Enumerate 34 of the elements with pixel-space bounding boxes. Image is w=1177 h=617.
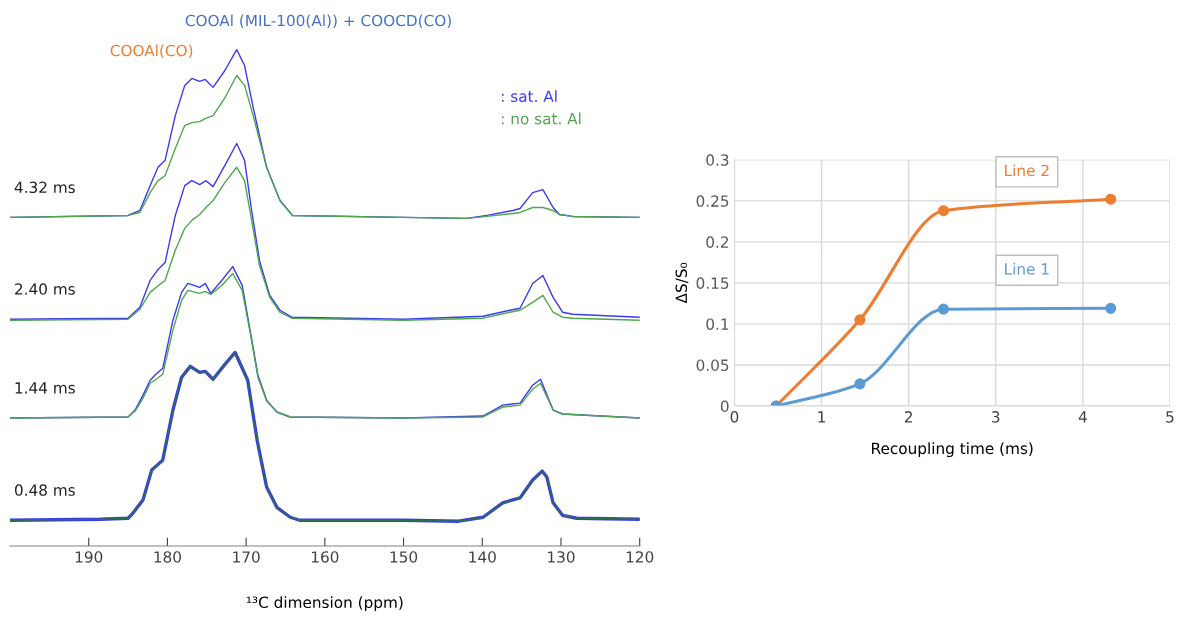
y-tick-label: 0.2 xyxy=(706,236,729,248)
y-axis-title: ΔS/S₀ xyxy=(675,262,689,304)
y-tick-label: 0.1 xyxy=(706,318,729,330)
x-tick-label: 2 xyxy=(904,411,912,423)
x-tick-label: 160 xyxy=(311,551,339,563)
x-tick-label: 3 xyxy=(992,411,1000,423)
annotation: 2.40 ms xyxy=(15,283,75,295)
x-tick-label: 120 xyxy=(626,551,654,563)
text: : no sat. Al xyxy=(502,112,581,125)
x-tick-label: 1 xyxy=(818,411,825,423)
x-tick-label: 0 xyxy=(730,411,739,423)
annotation: COOAl(CO) xyxy=(110,44,193,59)
text: Line 1 xyxy=(1005,262,1049,275)
x-tick-label: 130 xyxy=(548,551,575,563)
x-tick-label: 4 xyxy=(1078,411,1087,423)
x-tick-label: 190 xyxy=(75,551,103,563)
y-tick-label: 0.15 xyxy=(696,277,729,289)
y-tick-label: 0.05 xyxy=(696,359,729,371)
text: : sat. Al xyxy=(502,90,557,103)
x-tick-label: 140 xyxy=(469,551,496,563)
y-tick-label: 0.25 xyxy=(696,195,729,207)
text: COOAl (MIL-100(Al)) + COOCD(CO) xyxy=(185,14,451,29)
y-tick-label: 0 xyxy=(720,400,729,413)
annotation: 1.44 ms xyxy=(15,382,75,394)
x-axis-title: ¹³C dimension (ppm) xyxy=(246,596,403,612)
y-tick-label: 0.3 xyxy=(706,154,729,166)
x-axis-title: Recoupling time (ms) xyxy=(872,442,1033,458)
annotation: 4.32 ms xyxy=(14,181,75,194)
x-tick-label: 180 xyxy=(154,551,181,563)
x-tick-label: 170 xyxy=(233,551,260,563)
series-label: Line 2 xyxy=(1005,164,1049,177)
x-tick-label: 5 xyxy=(1166,411,1174,423)
x-tick-label: 150 xyxy=(390,551,418,563)
annotation: 0.48 ms xyxy=(14,484,75,496)
